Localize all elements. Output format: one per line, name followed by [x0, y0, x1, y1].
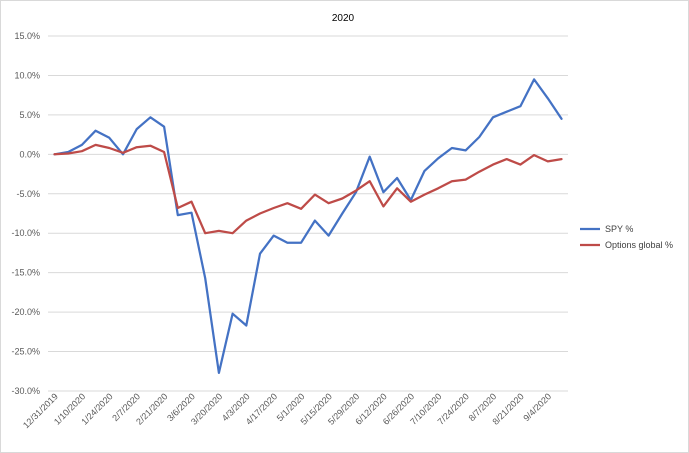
series-line-2 [53, 143, 563, 235]
y-tick-label: -10.0% [11, 228, 40, 238]
y-tick-label: -25.0% [11, 347, 40, 357]
gridlines [48, 35, 568, 392]
chart-title: 2020 [332, 13, 355, 24]
x-tick-label: 9/4/2020 [521, 391, 553, 423]
y-tick-label: 15.0% [14, 31, 40, 41]
series-line-1 [53, 78, 563, 375]
legend: SPY % Options global % [580, 224, 673, 250]
y-tick-label: 5.0% [19, 110, 40, 120]
y-tick-label: -20.0% [11, 307, 40, 317]
y-tick-label: 10.0% [14, 70, 40, 80]
legend-label: Options global % [605, 240, 673, 250]
y-tick-label: 0.0% [19, 149, 40, 159]
legend-label: SPY % [605, 224, 633, 234]
y-tick-label: -5.0% [16, 189, 40, 199]
y-axis-ticks: 15.0% 10.0% 5.0% 0.0% -5.0% -10.0% -15.0% -20.0… [11, 31, 40, 396]
y-tick-label: -15.0% [11, 268, 40, 278]
x-tick-label: 12/31/2019 [21, 391, 60, 430]
y-tick-label: -30.0% [11, 386, 40, 396]
series-lines [53, 78, 563, 375]
x-axis-ticks: 12/31/20191/10/20201/24/20202/7/20202/21… [21, 391, 553, 430]
